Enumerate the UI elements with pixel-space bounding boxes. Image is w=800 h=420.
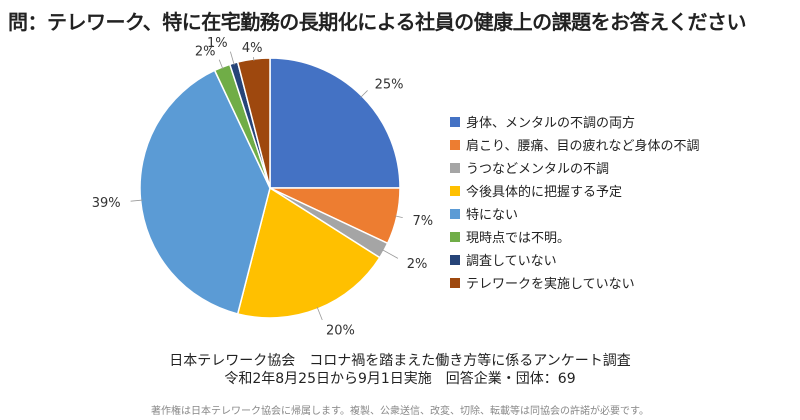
legend-swatch	[450, 277, 460, 288]
legend-item: 現時点では不明。	[450, 225, 699, 248]
source-line-2: 令和2年8月25日から9月1日実施 回答企業・団体：69	[224, 371, 576, 387]
leader-line-3	[381, 249, 399, 259]
legend-item: 今後具体的に把握する予定	[450, 179, 699, 202]
legend-item: 調査していない	[450, 248, 699, 271]
leader-line-8	[253, 56, 255, 62]
legend-label: 肩こり、腰痛、目の疲れなど身体の不調	[466, 139, 700, 154]
leader-line-6	[218, 59, 224, 70]
legend-label: 今後具体的に把握する予定	[466, 185, 623, 200]
legend-label: 調査していない	[466, 254, 557, 269]
legend: 身体、メンタルの不調の両方肩こり、腰痛、目の疲れなど身体の不調 うつなどメンタルの…	[450, 110, 699, 294]
percent-label-8: 4%	[242, 41, 263, 56]
legend-label: 現時点では不明。	[466, 231, 571, 246]
percent-label-6: 2%	[195, 44, 216, 59]
legend-label: うつなどメンタルの不調	[466, 162, 610, 177]
source-line-1: 日本テレワーク協会 コロナ禍を踏まえた働き方等に係るアンケート調査	[169, 353, 631, 369]
legend-swatch	[450, 208, 460, 219]
percent-label-4: 20%	[326, 323, 355, 338]
legend-swatch	[450, 139, 460, 150]
legend-swatch	[450, 162, 460, 173]
legend-item: 肩こり、腰痛、目の疲れなど身体の不調	[450, 133, 699, 156]
legend-item: 特にない	[450, 202, 699, 225]
percent-label-7: 1%	[207, 36, 228, 51]
legend-swatch	[450, 185, 460, 196]
leader-line-1	[360, 90, 368, 98]
leader-lines	[130, 51, 403, 321]
legend-swatch	[450, 231, 460, 242]
legend-item: テレワークを実施していない	[450, 271, 699, 294]
legend-swatch	[450, 116, 460, 127]
legend-label: 特にない	[466, 208, 519, 223]
leader-line-2	[394, 215, 403, 219]
legend-swatch	[450, 254, 460, 265]
legend-label: テレワークを実施していない	[466, 277, 635, 292]
percent-label-2: 7%	[412, 214, 433, 229]
percent-label-3: 2%	[407, 257, 428, 272]
leader-line-4	[316, 306, 323, 321]
percent-labels: 25%7%2%20%39%2%1% 4%	[92, 36, 433, 338]
copyright-notice: 著作権は日本テレワーク協会に帰属します。複製、公衆送信、改変、切除、転載等は同協…	[151, 406, 649, 417]
percent-label-5: 39%	[92, 196, 121, 211]
legend-item: うつなどメンタルの不調	[450, 156, 699, 179]
percent-label-1: 25%	[375, 77, 404, 92]
leader-line-5	[130, 199, 143, 202]
source-note: 日本テレワーク協会 コロナ禍を踏まえた働き方等に係るアンケート調査 令和2年8月…	[0, 352, 800, 388]
leader-line-7	[229, 51, 235, 66]
chart-title: 問：テレワーク、特に在宅勤務の長期化による社員の健康上の課題をお答えください	[8, 10, 747, 34]
legend-label: 身体、メンタルの不調の両方	[466, 116, 636, 131]
pie-slices	[139, 57, 401, 319]
legend-item: 身体、メンタルの不調の両方	[450, 110, 699, 133]
